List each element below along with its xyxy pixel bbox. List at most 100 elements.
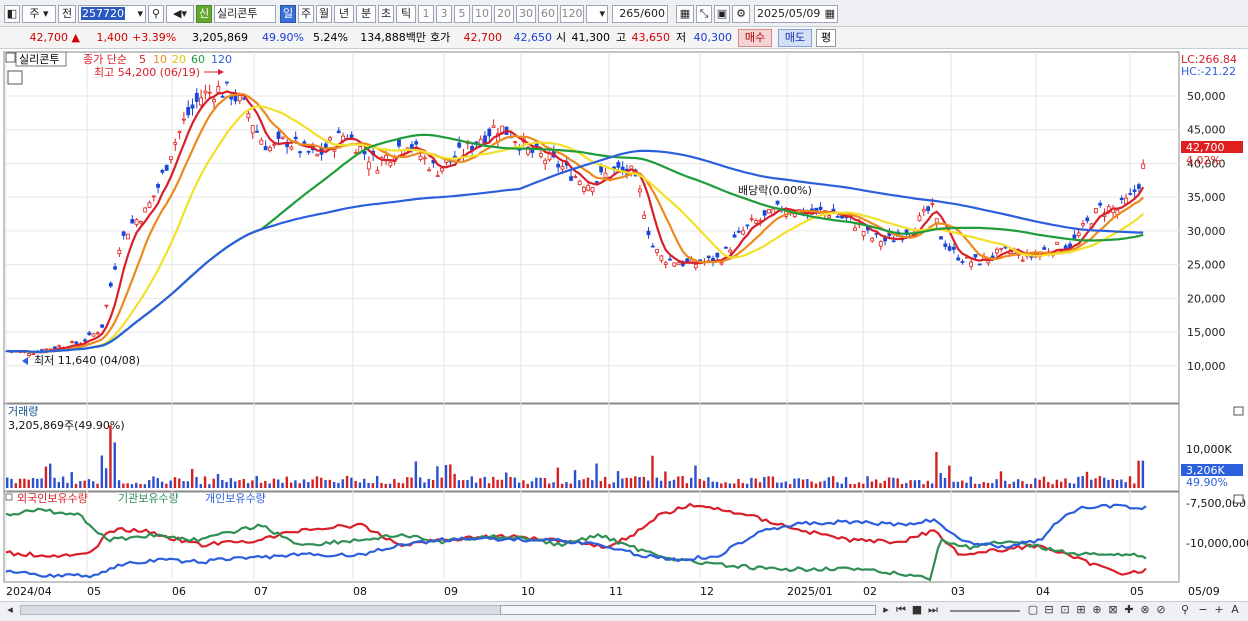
price-y-tick: 30,000 [1187,225,1226,238]
interval-60-button[interactable]: 60 [538,5,558,23]
magnify-icon[interactable]: ⚲ [1180,603,1190,616]
high-marker-label: 최고 54,200 (06/19) [94,66,200,79]
volume-bar [298,483,301,488]
zoom-slider[interactable] [950,610,1020,612]
grid-toggle-icon[interactable] [7,70,23,85]
volume-bar [436,466,439,488]
volume-bar [251,480,254,488]
candle-body [95,332,100,335]
date-input[interactable]: 2025/05/09 ▦ [754,5,838,23]
plus-icon[interactable]: + [1214,603,1224,616]
x-axis-label: 2025/01 [787,585,833,598]
screen-icon[interactable]: ▢ [1027,603,1039,616]
volume-bar [853,484,856,488]
count-field[interactable]: 265/600 [612,5,668,23]
interval-120-button[interactable]: 120 [560,5,584,23]
prev-button[interactable]: 전 [58,5,76,23]
volume-bar [741,482,745,488]
stock-name-field[interactable]: 실리콘투 [214,5,276,23]
candle-body [715,252,720,258]
rewind-icon[interactable]: ⏮ [896,603,906,616]
candle-body [762,210,767,216]
calendar-icon[interactable]: ▦ [824,7,835,20]
volume-bar [745,483,749,488]
volume-bar [595,463,598,488]
candle-body [861,230,866,237]
period-month-button[interactable]: 월 [316,5,332,23]
volume-bar [784,481,788,488]
minus-icon[interactable]: − [1198,603,1208,616]
window-menu-icon[interactable]: ◧ [4,5,20,23]
price-y-tick: 50,000 [1187,90,1226,103]
overlay-icon[interactable]: ⊕ [1092,603,1102,616]
stop-icon[interactable]: ■ [911,603,923,616]
period-second-button[interactable]: 초 [378,5,394,23]
interval-10-button[interactable]: 10 [472,5,492,23]
sell-button[interactable]: 매도 [778,29,812,47]
expand-icon[interactable]: ⊡ [1060,603,1070,616]
candle-body [74,341,79,344]
speaker-icon[interactable]: ◀▾ [166,5,194,23]
volume-close-icon[interactable] [1233,406,1244,416]
price-y-tick: 20,000 [1187,292,1226,305]
candle-body [263,146,268,151]
interval-20-button[interactable]: 20 [494,5,514,23]
volume-bar [1115,480,1119,488]
candle-body [741,230,746,235]
period-minute-button[interactable]: 분 [356,5,376,23]
font-size-icon[interactable]: A [1231,603,1239,616]
volume-bar [565,482,568,488]
ma-5-line [7,90,1145,354]
volume-bar [612,482,615,488]
buy-button[interactable]: 매수 [738,29,772,47]
candle-body [672,262,677,267]
interval-dropdown[interactable]: ▾ [586,5,608,23]
candle-body [1119,197,1124,201]
candle-body [543,159,548,165]
avg-button[interactable]: 평 [816,29,836,47]
indicator-icon[interactable]: ⊗ [1140,603,1150,616]
volume-bar [939,472,942,488]
candle-body [27,353,31,356]
candle-body [827,215,832,218]
volume-bar [827,477,831,488]
candle-body [246,113,251,119]
market-select[interactable]: 주 ▾ [22,5,56,23]
price-y-tick: 35,000 [1187,191,1226,204]
volume-bar [61,476,65,488]
interval-1-button[interactable]: 1 [418,5,434,23]
interval-30-button[interactable]: 30 [516,5,536,23]
scroll-thumb[interactable] [500,605,876,615]
forward-icon[interactable]: ⏭ [928,603,938,616]
stats-icon[interactable]: ⊠ [1108,603,1118,616]
holding-y-tick-1: -7,500,000 [1186,497,1246,510]
period-week-button[interactable]: 주 [298,5,314,23]
stock-code-input[interactable]: 257720 ▾ [78,5,146,23]
stock-chart[interactable]: 50,000 45,000 40,000 35,000 30,000 25,000 20,0… [0,50,1248,601]
save-icon[interactable]: ▣ [714,5,730,23]
period-year-button[interactable]: 년 [334,5,354,23]
scroll-right-icon[interactable]: ▸ [883,603,889,616]
search-icon[interactable]: ⚲ [148,5,164,23]
period-day-button[interactable]: 일 [280,5,296,23]
zoom-out-icon[interactable]: ⊟ [1044,603,1054,616]
gear-icon[interactable]: ⚙ [732,5,750,23]
compare-icon[interactable]: ⊞ [1076,603,1086,616]
volume-bar [457,480,461,488]
candle-body [336,130,341,134]
draw-icon[interactable]: ⤡ [696,5,712,23]
volume-bar [754,478,757,488]
interval-5-button[interactable]: 5 [454,5,470,23]
volume-bar [1068,482,1071,488]
scroll-left-icon[interactable]: ◂ [7,603,13,616]
settings-icon[interactable]: ✚ [1124,603,1134,616]
volume-bar [122,483,125,488]
moving-average-lines [7,90,1145,354]
volume-bar [225,482,228,488]
copy-icon[interactable]: ⊘ [1156,603,1166,616]
interval-3-button[interactable]: 3 [436,5,452,23]
volume-bar [431,479,435,488]
holdings-close-icon[interactable] [1233,494,1244,504]
period-tick-button[interactable]: 틱 [396,5,416,23]
tools-icon[interactable]: ▦ [676,5,694,23]
